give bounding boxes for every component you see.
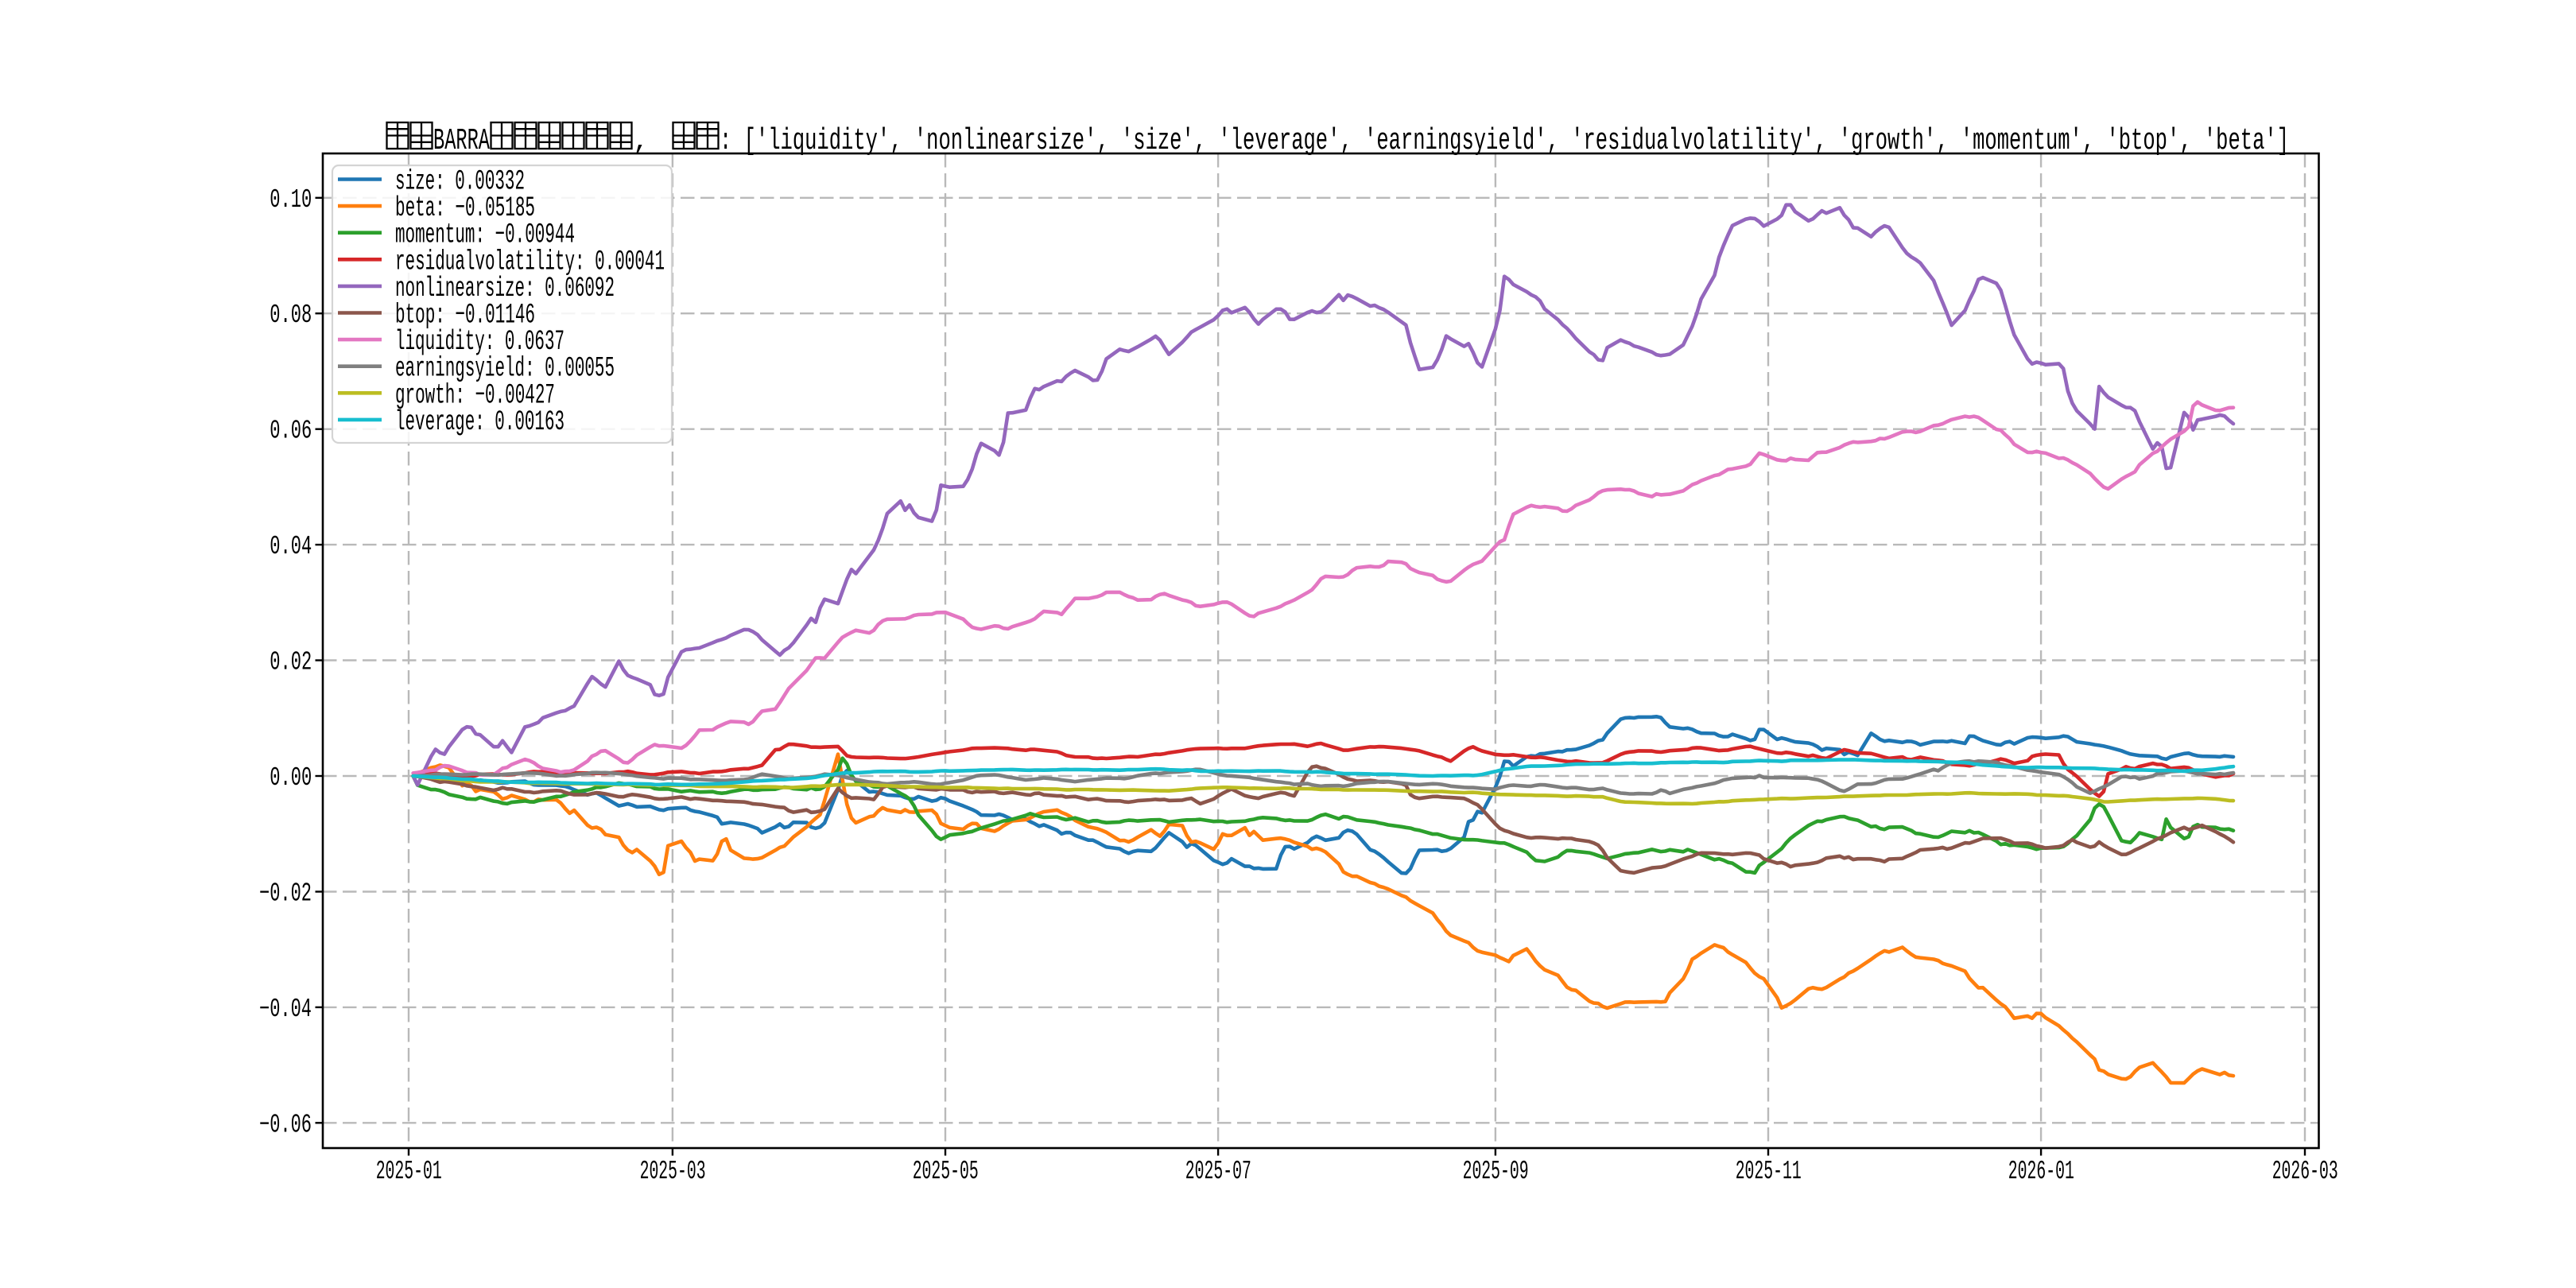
svg-text:beta: −0.05185: beta: −0.05185 — [395, 192, 535, 224]
svg-text:2025-03: 2025-03 — [640, 1157, 706, 1186]
svg-text:momentum: −0.00944: momentum: −0.00944 — [395, 219, 575, 251]
svg-text:2025-07: 2025-07 — [1185, 1157, 1251, 1186]
svg-text:growth: −0.00427: growth: −0.00427 — [395, 379, 555, 411]
svg-text:0.00: 0.00 — [270, 763, 312, 793]
svg-text:0.10: 0.10 — [270, 185, 312, 215]
svg-text:,: , — [633, 127, 649, 157]
svg-text:leverage: 0.00163: leverage: 0.00163 — [395, 406, 564, 438]
svg-text:0.04: 0.04 — [270, 532, 312, 561]
svg-text:0.06: 0.06 — [270, 417, 312, 446]
svg-text:0.02: 0.02 — [270, 648, 312, 677]
svg-text:btop: −0.01146: btop: −0.01146 — [395, 300, 535, 332]
svg-text:nonlinearsize: 0.06092: nonlinearsize: 0.06092 — [395, 273, 615, 305]
svg-text:residualvolatility: 0.00041: residualvolatility: 0.00041 — [395, 246, 665, 277]
svg-text:−0.06: −0.06 — [259, 1110, 312, 1139]
svg-text:2025-09: 2025-09 — [1463, 1157, 1529, 1186]
svg-text:size: 0.00332: size: 0.00332 — [395, 166, 525, 198]
svg-text:0.08: 0.08 — [270, 301, 312, 330]
svg-text:2025-05: 2025-05 — [913, 1157, 979, 1186]
svg-text:2025-01: 2025-01 — [376, 1157, 442, 1186]
svg-text:−0.02: −0.02 — [259, 879, 312, 909]
svg-text:BARRA: BARRA — [433, 124, 490, 158]
svg-text:2026-03: 2026-03 — [2272, 1157, 2338, 1186]
svg-text:: ['liquidity', 'nonlinearsize: : ['liquidity', 'nonlinearsize', 'size',… — [720, 124, 2289, 158]
svg-text:liquidity: 0.0637: liquidity: 0.0637 — [395, 326, 564, 358]
svg-text:2026-01: 2026-01 — [2008, 1157, 2074, 1186]
svg-text:earningsyield: 0.00055: earningsyield: 0.00055 — [395, 353, 615, 385]
svg-text:−0.04: −0.04 — [259, 995, 312, 1024]
svg-text:2025-11: 2025-11 — [1736, 1157, 1802, 1186]
